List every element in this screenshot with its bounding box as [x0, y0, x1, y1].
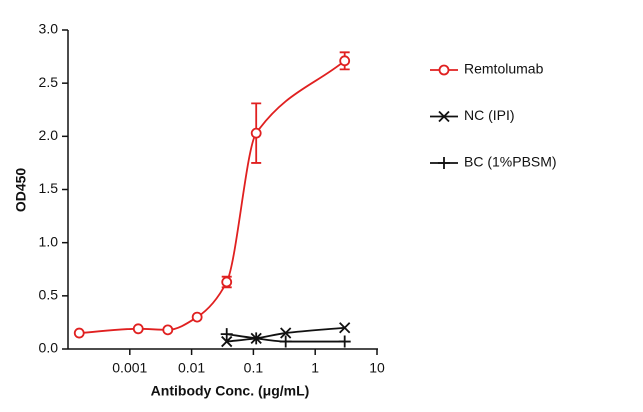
marker: [250, 127, 262, 139]
marker: [221, 276, 233, 288]
x-tick-label: 0.1: [244, 360, 264, 376]
marker: [438, 64, 450, 76]
marker: [279, 335, 292, 348]
y-tick-label: 1.5: [39, 180, 59, 196]
marker: [191, 311, 203, 323]
x-tick-label: 1: [311, 360, 319, 376]
marker: [250, 332, 263, 345]
series-line: [226, 326, 345, 343]
marker: [338, 335, 351, 348]
series-line: [226, 333, 345, 343]
y-tick-label: 3.0: [39, 21, 59, 37]
y-tick-label: 1.0: [39, 233, 59, 249]
marker: [280, 327, 292, 339]
y-axis-label: OD450: [13, 168, 29, 213]
marker: [221, 335, 233, 348]
marker: [220, 328, 233, 341]
marker: [73, 327, 85, 339]
x-tick-label: 0.001: [112, 360, 147, 376]
x-tick-label: 10: [369, 360, 385, 376]
y-tick-label: 0.5: [39, 287, 59, 303]
marker: [438, 110, 450, 123]
marker: [339, 322, 351, 334]
marker: [339, 55, 351, 67]
marker: [162, 324, 174, 336]
marker: [438, 157, 450, 169]
x-axis-label: Antibody Conc. (μg/mL): [151, 383, 310, 399]
legend-label: NC (IPI): [464, 107, 515, 123]
legend-label: BC (1%PBSM): [464, 154, 557, 170]
y-tick-label: 2.0: [39, 127, 59, 143]
legend-label: Remtolumab: [464, 61, 544, 77]
y-tick-label: 0.0: [39, 340, 59, 356]
series-line: [79, 60, 346, 334]
marker: [132, 323, 144, 335]
y-tick-label: 2.5: [39, 74, 59, 90]
x-tick-label: 0.01: [178, 360, 205, 376]
